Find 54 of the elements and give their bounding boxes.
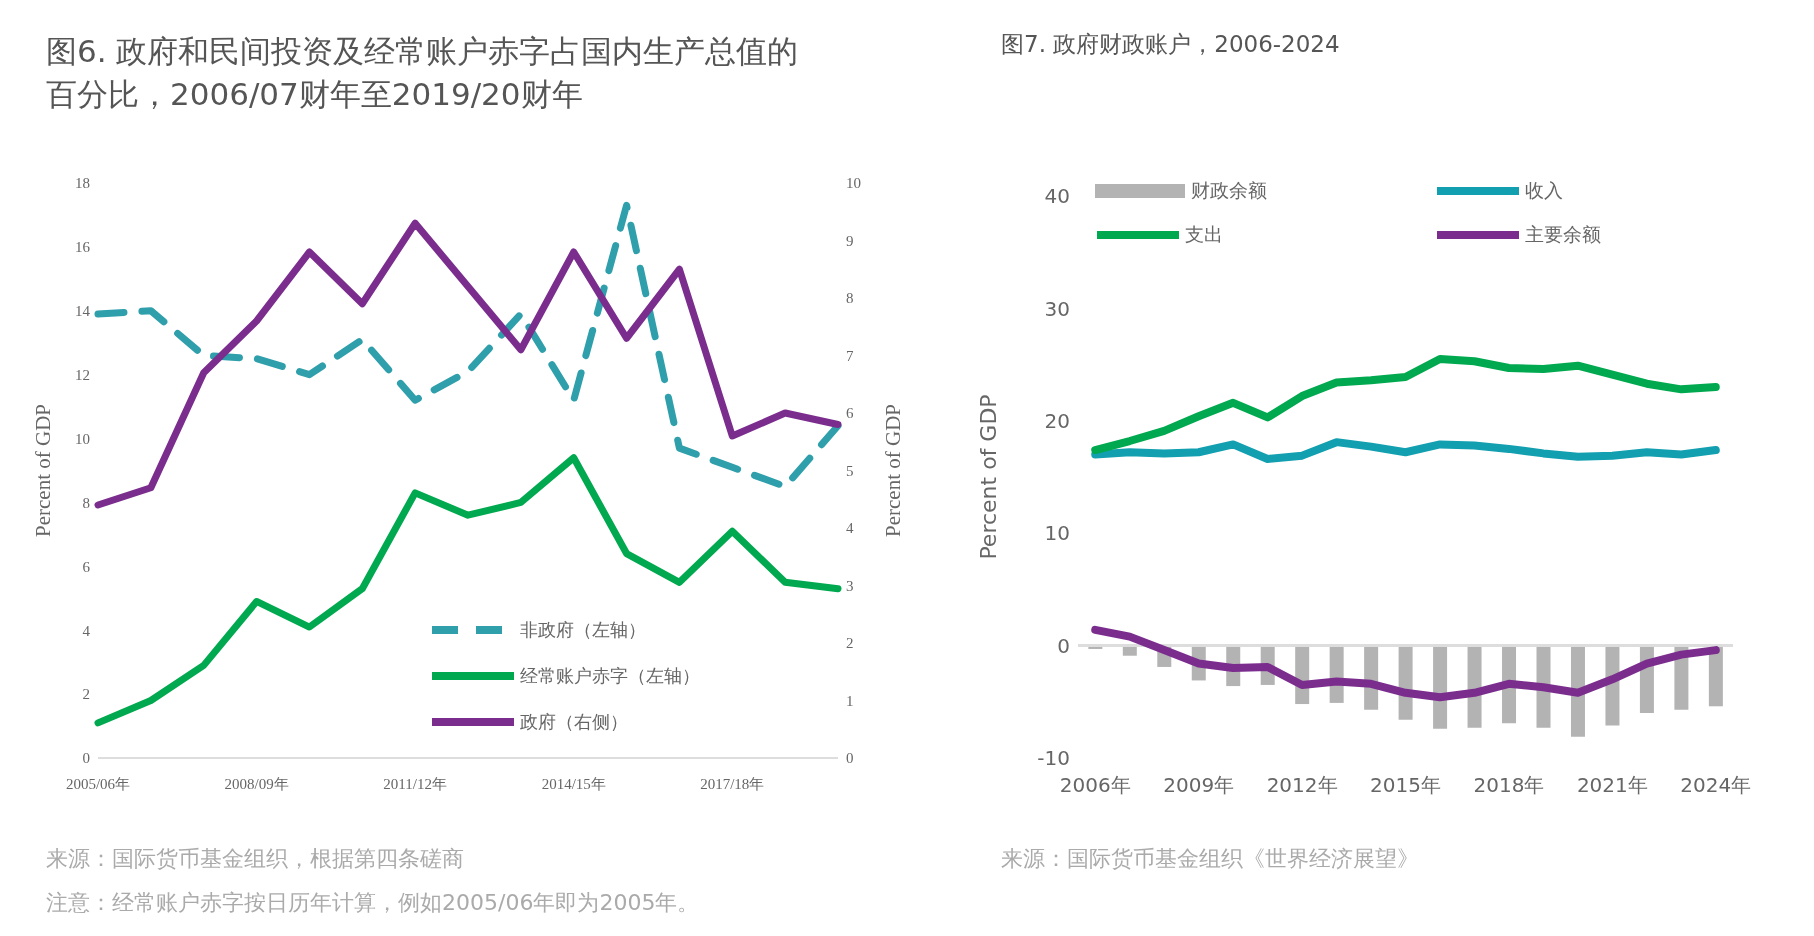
y-tick-label: 20 [1044, 408, 1070, 433]
y2-tick-label: 2 [846, 635, 854, 652]
x-tick-label: 2011/12年 [383, 775, 447, 792]
y2-tick-label: 6 [846, 405, 854, 422]
legend-label: 政府（右侧） [520, 711, 628, 734]
y-axis-title: Percent of GDP [31, 404, 56, 537]
legend-label: 财政余额 [1191, 178, 1267, 203]
x-tick-label: 2005/06年 [65, 775, 131, 792]
x-tick-label: 2008/09年 [224, 775, 289, 792]
legend-label: 经常账户赤字（左轴） [520, 665, 700, 688]
y2-tick-label: 5 [846, 462, 854, 479]
chart-title: 图6. 政府和民间投资及经常账户赤字占国内生产总值的百分比，2006/07财年至2019/20财年 [46, 32, 800, 115]
source-note: 来源：国际货币基金组织，根据第四条磋商 [46, 845, 464, 873]
legend-label: 收入 [1525, 178, 1563, 203]
y-tick-label: 0 [82, 750, 90, 767]
y2-tick-label: 9 [846, 232, 854, 249]
y2-tick-label: 8 [846, 290, 854, 307]
y-axis-title: Percent of GDP [975, 394, 1001, 560]
legend-label: 主要余额 [1525, 222, 1601, 247]
x-tick-label: 2012年 [1266, 773, 1338, 798]
x-tick-label: 2015年 [1370, 773, 1441, 798]
x-tick-label: 2014/15年 [541, 775, 606, 792]
x-tick-label: 2017/18年 [700, 775, 765, 792]
y2-tick-label: 3 [846, 577, 854, 594]
x-tick-label: 2018年 [1473, 773, 1545, 798]
y-tick-label: 30 [1044, 296, 1070, 321]
chart-title: 图7. 政府财政账户，2006-2024 [1001, 30, 1341, 59]
y-tick-label: 8 [82, 494, 90, 511]
y-tick-label: 16 [75, 239, 91, 256]
y-tick-label: 6 [82, 558, 91, 575]
source-note: 来源：国际货币基金组织《世界经济展望》 [1001, 845, 1419, 873]
y-tick-label: 12 [75, 366, 90, 383]
legend-label: 支出 [1185, 222, 1223, 247]
y-tick-label: 0 [1057, 633, 1070, 658]
y2-tick-label: 10 [846, 175, 861, 192]
y-tick-label: 18 [75, 175, 90, 192]
text: 注意：经常账户赤字按日历年计算，例如2005/06年即为2005年。 [46, 889, 700, 917]
y2-tick-label: 7 [846, 347, 854, 364]
x-tick-label: 2009年 [1163, 773, 1235, 798]
y-tick-label: 2 [82, 686, 90, 703]
y2-tick-label: 4 [846, 520, 854, 537]
y2-tick-label: 0 [846, 750, 854, 767]
y-tick-label: 10 [1044, 521, 1070, 546]
y-tick-label: -10 [1037, 746, 1070, 771]
legend-label: 非政府（左轴） [520, 619, 646, 642]
y2-axis-title: Percent of GDP [881, 404, 906, 537]
x-tick-label: 2024年 [1680, 773, 1752, 798]
y2-tick-label: 1 [846, 692, 854, 709]
y-tick-label: 40 [1044, 184, 1070, 209]
y-tick-label: 10 [75, 430, 90, 447]
y-tick-label: 4 [82, 622, 91, 639]
x-tick-label: 2006年 [1059, 773, 1131, 798]
x-tick-label: 2021年 [1576, 773, 1648, 798]
y-tick-label: 14 [75, 303, 91, 320]
